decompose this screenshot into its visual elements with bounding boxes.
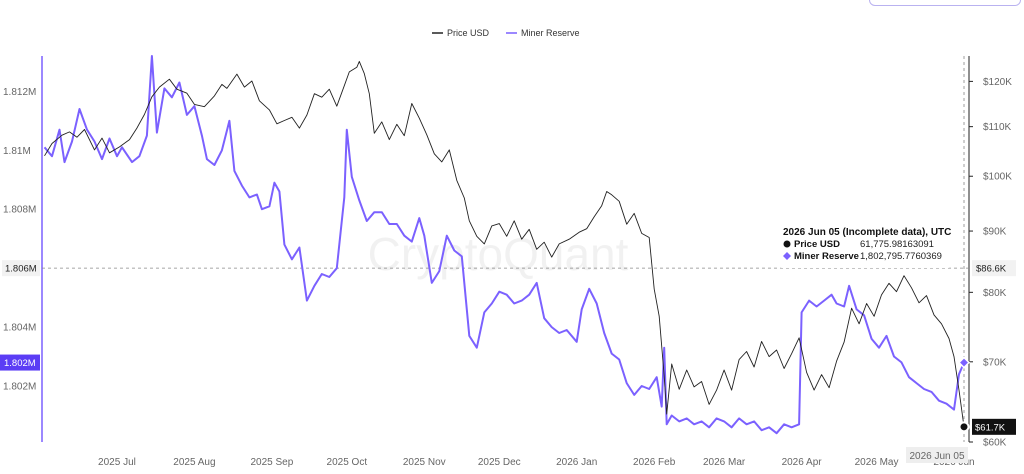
y-left-tick-label: 1.81M <box>3 146 31 157</box>
left-last-value-badge: 1.802M <box>4 358 36 369</box>
tooltip-box <box>779 222 951 268</box>
miner-reserve-hover-marker <box>957 356 971 369</box>
series-line-miner-reserve <box>43 55 965 435</box>
price-hover-marker <box>958 421 970 433</box>
x-tick-label: 2025 Aug <box>173 457 215 468</box>
watermark: CryptoQuant <box>368 228 629 280</box>
value-badges: 1.802M $61.7K <box>0 354 1016 435</box>
x-tick-label: 2026 Mar <box>703 457 746 468</box>
x-tick-label: 2026 May <box>855 457 899 468</box>
legend-item: Miner Reserve <box>521 28 580 38</box>
x-tick-label: 2025 Dec <box>478 457 521 468</box>
x-tick-label: 2025 Jul <box>98 457 136 468</box>
crosshair-left-label-bg <box>2 260 40 277</box>
y-left-tick-label: 1.808M <box>3 205 36 216</box>
y-right-tick-label: $100K <box>983 172 1012 183</box>
crosshair-date-label-bg <box>906 447 969 463</box>
crosshair-right-label-bg <box>972 260 1016 277</box>
right-last-value-badge-bg <box>972 418 1016 435</box>
x-tick-label: 2026 Feb <box>633 457 676 468</box>
series-layer <box>43 55 965 435</box>
tooltip-row-label: Miner Reserve <box>794 251 859 262</box>
y-right-tick-label: $110K <box>983 122 1012 133</box>
crosshair-right-label: $86.6K <box>976 264 1007 275</box>
y-right-tick-label: $90K <box>983 227 1007 238</box>
y-right-tick-label: $120K <box>983 77 1012 88</box>
tooltip-title: 2026 Jun 05 (Incomplete data), UTC <box>783 227 951 238</box>
crosshair: 1.806M $86.6K 2026 Jun 05 <box>2 56 1016 463</box>
x-tick-label: 2026 Jan <box>556 457 597 468</box>
x-tick-label: 2025 Nov <box>403 457 446 468</box>
tooltip-row-value: 61,775.98163091 <box>860 239 934 250</box>
crosshair-left-label: 1.806M <box>5 264 37 275</box>
x-tick-label: 2026 Apr <box>782 457 823 468</box>
y-right-tick-label: $80K <box>983 288 1007 299</box>
crosshair-date-label: 2026 Jun 05 <box>909 451 964 462</box>
y-left-tick-label: 1.812M <box>3 87 36 98</box>
tooltip-row-value: 1,802,795.7760369 <box>860 251 942 262</box>
x-tick-label: 2025 Oct <box>327 457 368 468</box>
axes: 1.802M 1.804M 1.806M 1.808M 1.81M 1.812M $60K $… <box>3 56 1012 468</box>
legend-item: Price USD <box>447 28 490 38</box>
tooltip-row-label: Price USD <box>794 239 840 250</box>
y-right-tick-label: $60K <box>983 438 1007 449</box>
legend: Price USD Miner Reserve <box>432 28 580 38</box>
tooltip: 2026 Jun 05 (Incomplete data), UTCPrice … <box>779 222 951 268</box>
series-line-price-usd <box>44 60 965 427</box>
y-left-tick-label: 1.804M <box>3 323 36 334</box>
x-tick-label: 2025 Sep <box>250 457 293 468</box>
tooltip-marker-price-usd <box>783 240 791 248</box>
y-right-tick-label: $70K <box>983 357 1007 368</box>
hover-markers <box>957 356 971 433</box>
right-last-value-badge: $61.7K <box>975 422 1006 433</box>
y-left-tick-label: 1.802M <box>3 382 36 393</box>
left-last-value-badge-bg <box>0 354 40 371</box>
tooltip-marker-miner-reserve <box>783 252 791 260</box>
